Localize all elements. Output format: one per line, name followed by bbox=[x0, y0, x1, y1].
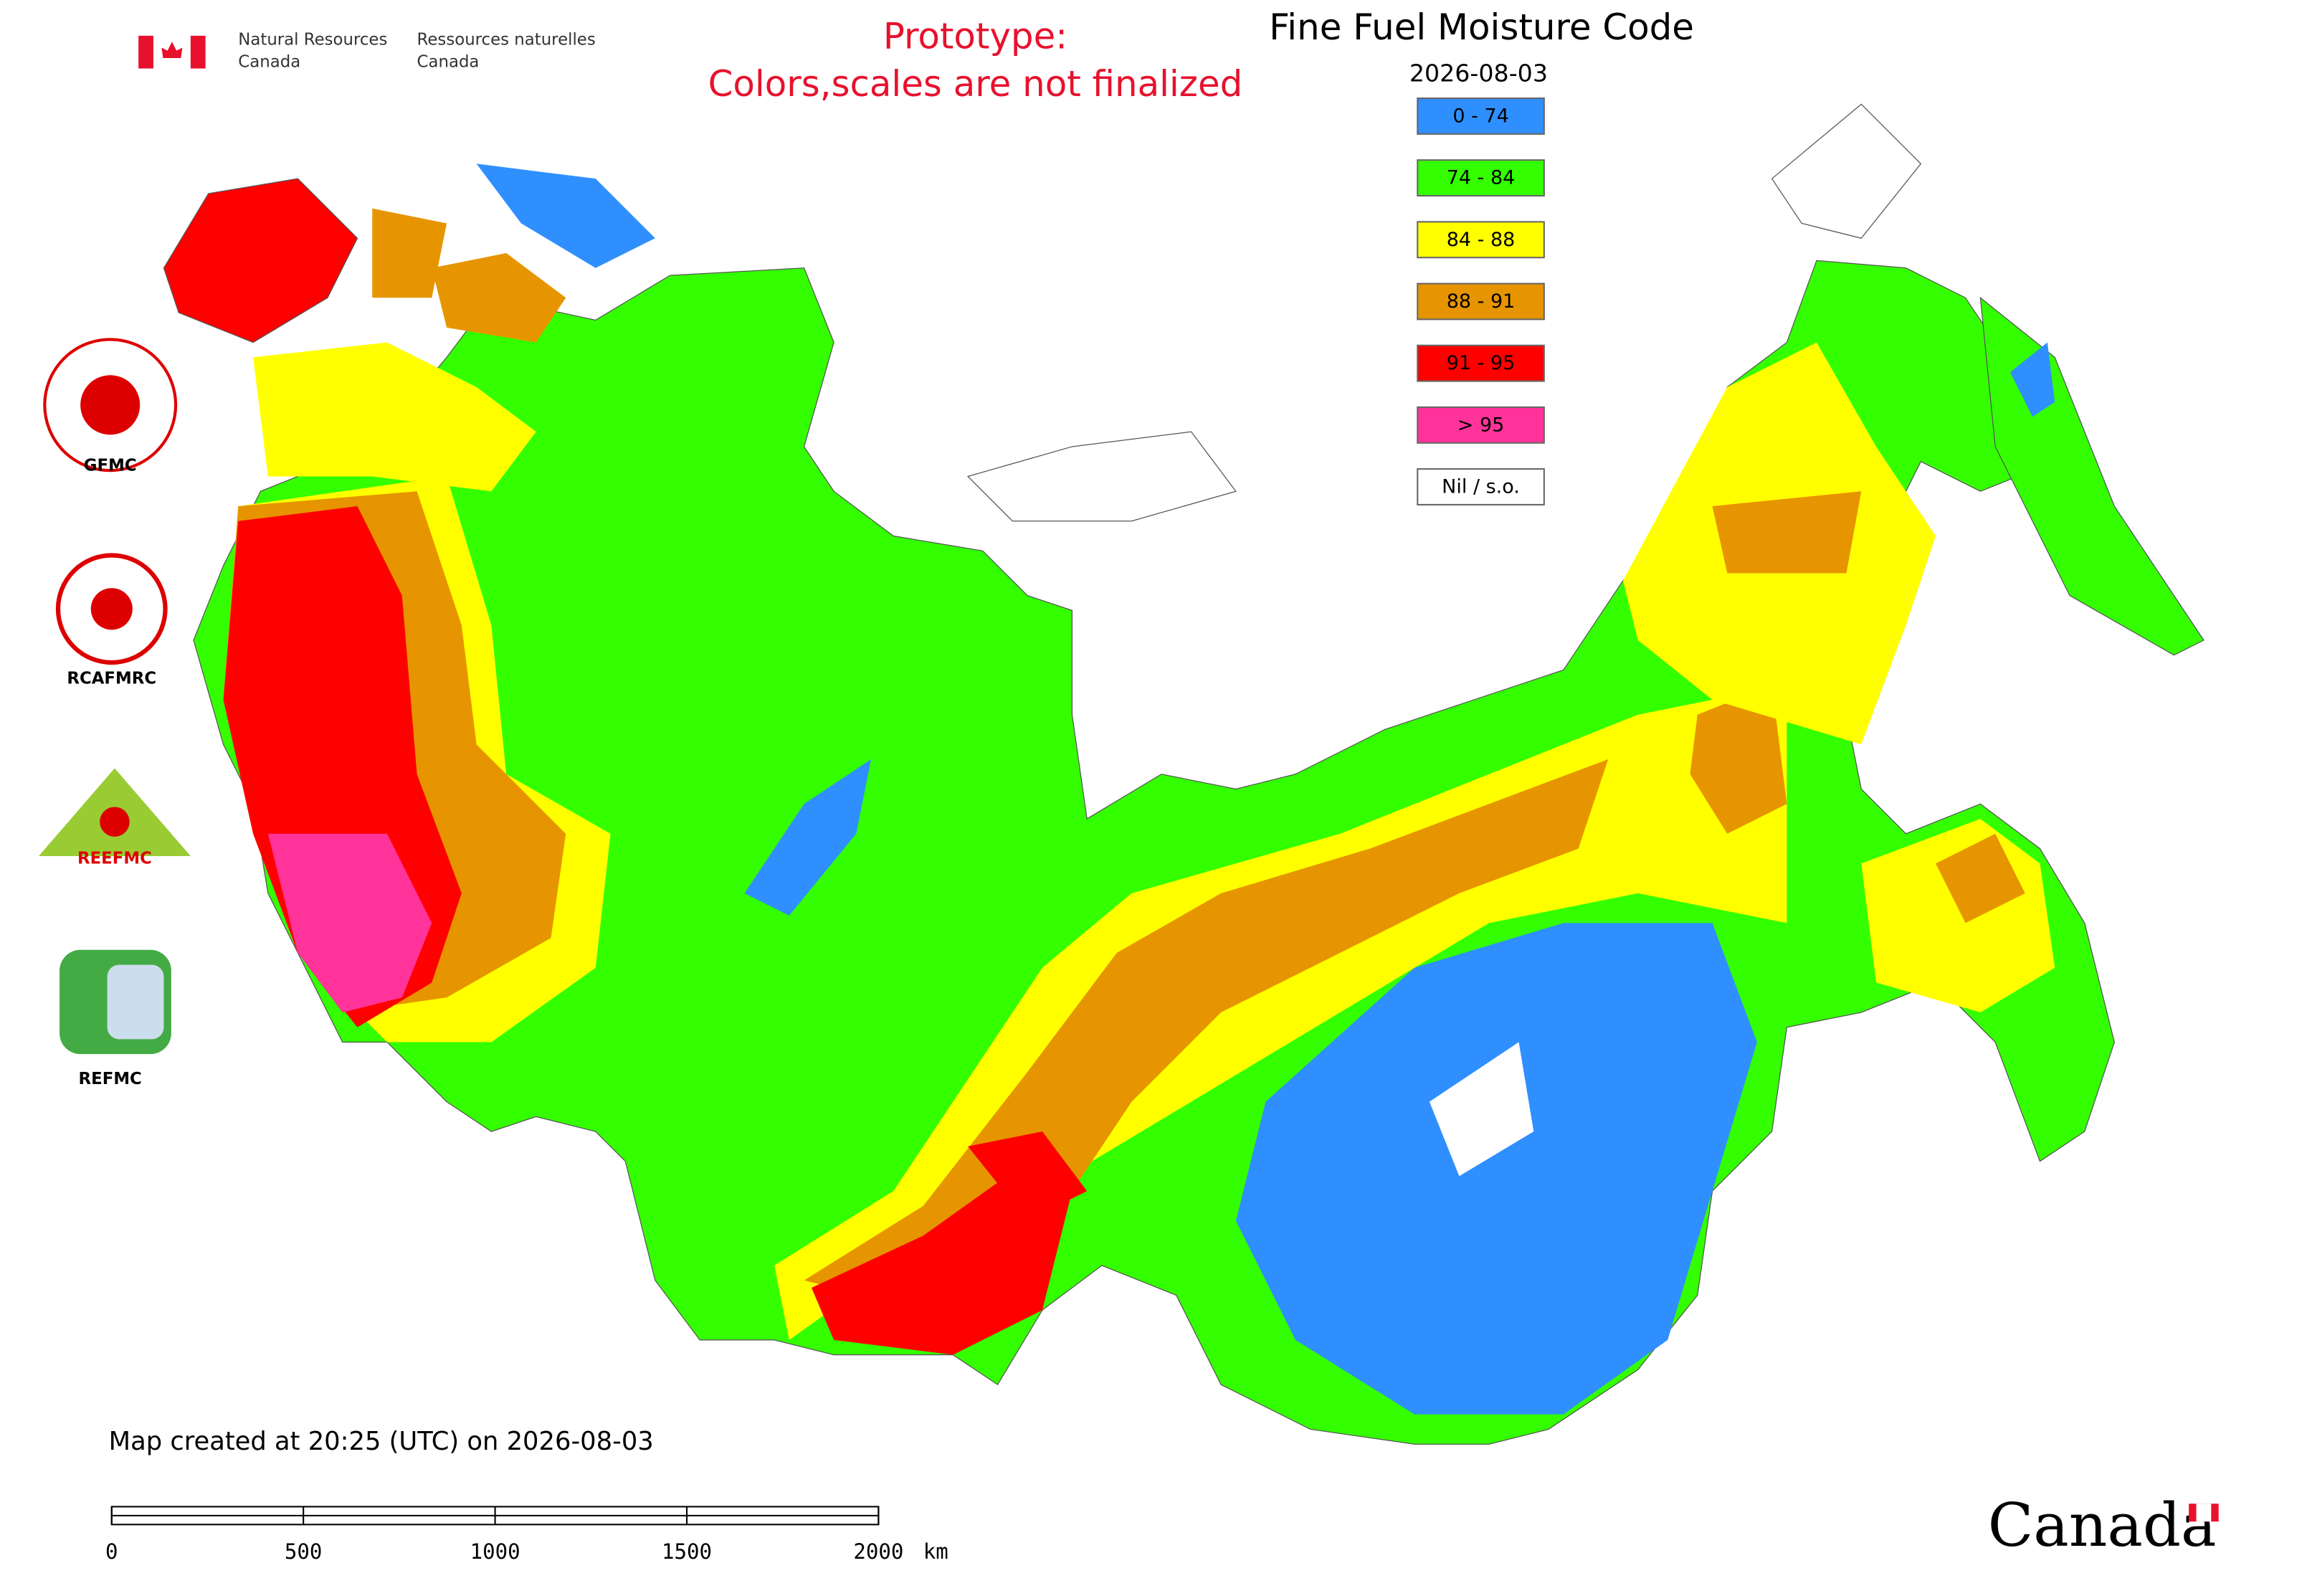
scale-unit: km bbox=[923, 1539, 948, 1564]
scale-label: 2000 bbox=[853, 1539, 903, 1564]
scale-bar: 0 500 1000 1500 2000 km bbox=[105, 1506, 948, 1564]
dept-fr: Ressources naturelles bbox=[417, 31, 596, 49]
region bbox=[372, 208, 447, 298]
wordmark: Canada bbox=[1988, 1491, 2217, 1560]
legend-swatch bbox=[1417, 159, 1545, 197]
scale-label: 0 bbox=[105, 1539, 118, 1564]
legend-label: 91 - 95 bbox=[1447, 352, 1516, 374]
canada-wordmark: Canada bbox=[1988, 1491, 2219, 1560]
map-regions bbox=[163, 103, 2205, 1445]
scale-label: 1000 bbox=[470, 1539, 520, 1564]
gc-signature bbox=[138, 35, 206, 69]
region bbox=[267, 833, 432, 1013]
region bbox=[744, 759, 872, 916]
region bbox=[2010, 342, 2055, 417]
scale-label: 1500 bbox=[662, 1539, 712, 1564]
map-title: Fine Fuel Moisture Code bbox=[1269, 6, 1694, 48]
region bbox=[1690, 685, 1787, 834]
map-date: 2026-08-03 bbox=[1409, 59, 1548, 87]
legend-label: 74 - 84 bbox=[1447, 167, 1516, 189]
legend-swatch bbox=[1417, 468, 1545, 505]
legend-swatch bbox=[1417, 406, 1545, 444]
kamchatka bbox=[1979, 296, 2205, 656]
island bbox=[1771, 103, 1922, 239]
scandinavia bbox=[163, 178, 358, 343]
island bbox=[966, 431, 1237, 522]
legend-swatch bbox=[1417, 221, 1545, 259]
nodata bbox=[625, 126, 775, 186]
region bbox=[253, 342, 536, 492]
dept-fr: Canada bbox=[417, 53, 480, 72]
logo-badge: REEFMC bbox=[77, 850, 152, 868]
region bbox=[1235, 923, 1757, 1415]
prototype-notice: Prototype: bbox=[883, 15, 1067, 57]
legend-swatch bbox=[1417, 282, 1545, 320]
legend: 0 - 74 74 - 84 84 - 88 88 - 91 91 - 95 > 95 Ni… bbox=[1417, 98, 1545, 505]
logo-label: REFMC bbox=[79, 1070, 142, 1088]
logo-label: GFMC bbox=[84, 456, 137, 475]
logo-label: RCAFMRC bbox=[67, 669, 156, 688]
region bbox=[811, 1161, 1072, 1355]
dept-en: Canada bbox=[238, 53, 300, 72]
legend-label: Nil / s.o. bbox=[1442, 476, 1520, 498]
scale-label: 500 bbox=[285, 1539, 323, 1564]
dept-en: Natural Resources bbox=[238, 31, 387, 49]
legend-label: > 95 bbox=[1457, 414, 1505, 436]
side-logos: GFMC RCAFMRC REEFMC REFMC bbox=[39, 338, 191, 1088]
region bbox=[1712, 491, 1862, 574]
region bbox=[1936, 833, 2025, 923]
legend-swatch bbox=[1417, 98, 1545, 135]
map-created-note: Map created at 20:25 (UTC) on 2026-08-03 bbox=[109, 1427, 654, 1456]
region bbox=[968, 1131, 1088, 1221]
legend-label: 84 - 88 bbox=[1447, 229, 1516, 251]
legend-label: 0 - 74 bbox=[1452, 105, 1508, 128]
legend-label: 88 - 91 bbox=[1447, 290, 1516, 313]
region bbox=[476, 163, 655, 268]
prototype-notice: Colors,scales are not finalized bbox=[708, 63, 1243, 105]
legend-swatch bbox=[1417, 344, 1545, 382]
lake bbox=[1429, 1042, 1534, 1177]
region bbox=[432, 253, 566, 343]
